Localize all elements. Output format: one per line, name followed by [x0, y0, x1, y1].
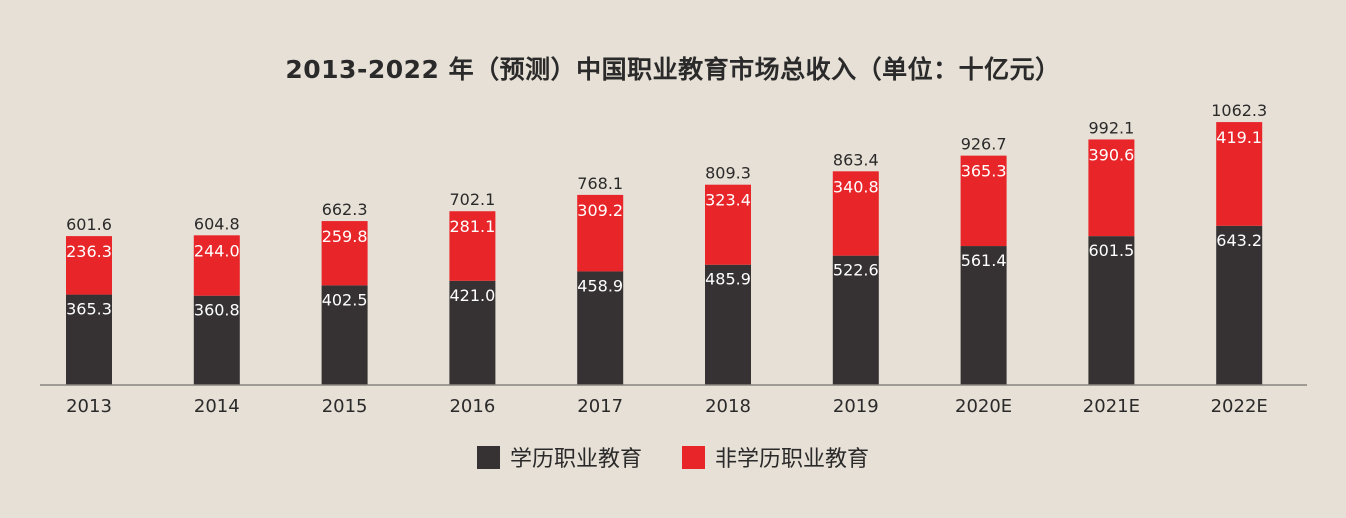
x-tick-label: 2013 — [66, 396, 112, 417]
data-label-total: 926.7 — [961, 135, 1007, 154]
data-label-non-academic: 259.8 — [322, 227, 368, 246]
data-label-non-academic: 419.1 — [1216, 128, 1262, 147]
data-label-total: 604.8 — [194, 214, 240, 233]
data-label-academic: 458.9 — [577, 276, 623, 295]
bar-non-academic — [449, 211, 496, 281]
data-label-total: 768.1 — [577, 174, 623, 193]
x-tick-label: 2022E — [1211, 396, 1268, 417]
bar-non-academic — [832, 171, 879, 256]
bar-non-academic — [1088, 139, 1135, 237]
bar-academic — [193, 295, 240, 385]
x-tick-label: 2019 — [833, 396, 879, 417]
bar-academic — [832, 255, 879, 385]
x-tick-label: 2021E — [1083, 396, 1140, 417]
data-label-total: 863.4 — [833, 150, 879, 169]
bar-non-academic — [705, 184, 751, 265]
x-tick-label: 2014 — [194, 396, 240, 417]
data-label-academic: 601.5 — [1088, 241, 1134, 260]
data-label-academic: 643.2 — [1216, 231, 1262, 250]
data-label-total: 1062.3 — [1211, 101, 1267, 120]
bar-non-academic — [960, 155, 1007, 247]
bar-non-academic — [1216, 122, 1263, 226]
data-label-academic: 402.5 — [322, 290, 368, 309]
bar-academic — [1216, 225, 1263, 385]
data-label-non-academic: 340.8 — [833, 177, 879, 196]
data-label-non-academic: 365.3 — [961, 162, 1007, 181]
data-label-academic: 522.6 — [833, 261, 879, 280]
x-tick-label: 2020E — [955, 396, 1012, 417]
data-label-academic: 360.8 — [194, 301, 240, 320]
bar-non-academic — [577, 194, 624, 272]
bar-academic — [449, 280, 496, 385]
bar-non-academic — [321, 221, 368, 286]
data-label-total: 992.1 — [1088, 118, 1134, 137]
data-label-academic: 421.0 — [449, 286, 495, 305]
data-label-non-academic: 281.1 — [449, 217, 495, 236]
chart-title: 2013-2022 年（预测）中国职业教育市场总收入（单位：十亿元） — [285, 55, 1061, 84]
legend-swatch-non-academic — [682, 445, 705, 469]
data-label-non-academic: 244.0 — [194, 241, 240, 260]
data-label-total: 601.6 — [66, 215, 112, 234]
data-label-non-academic: 323.4 — [705, 191, 751, 210]
x-tick-label: 2016 — [449, 396, 495, 417]
chart-legend: 学历职业教育 非学历职业教育 — [0, 441, 1346, 473]
bar-academic — [66, 294, 112, 385]
data-label-total: 662.3 — [322, 200, 368, 219]
bar-academic — [1088, 236, 1135, 385]
data-label-non-academic: 390.6 — [1088, 145, 1134, 164]
x-tick-label: 2017 — [577, 396, 623, 417]
x-tick-label: 2018 — [705, 396, 751, 417]
bar-non-academic — [66, 236, 112, 295]
legend-item-non-academic: 非学历职业教育 — [682, 441, 869, 473]
data-label-total: 702.1 — [449, 190, 495, 209]
bar-academic — [321, 285, 368, 385]
data-label-non-academic: 309.2 — [577, 201, 623, 220]
data-label-academic: 561.4 — [961, 251, 1007, 270]
data-label-non-academic: 236.3 — [66, 242, 112, 261]
data-label-total: 809.3 — [705, 164, 751, 183]
legend-item-academic: 学历职业教育 — [476, 441, 642, 473]
bar-non-academic — [193, 235, 240, 296]
bar-academic — [960, 246, 1007, 385]
bar-academic — [577, 271, 624, 385]
data-label-academic: 485.9 — [705, 270, 751, 289]
legend-swatch-academic — [476, 445, 500, 469]
legend-label-academic: 学历职业教育 — [509, 447, 642, 472]
x-tick-label: 2015 — [322, 396, 368, 417]
data-label-academic: 365.3 — [66, 300, 112, 319]
bar-academic — [705, 264, 751, 385]
legend-label-non-academic: 非学历职业教育 — [715, 447, 870, 472]
